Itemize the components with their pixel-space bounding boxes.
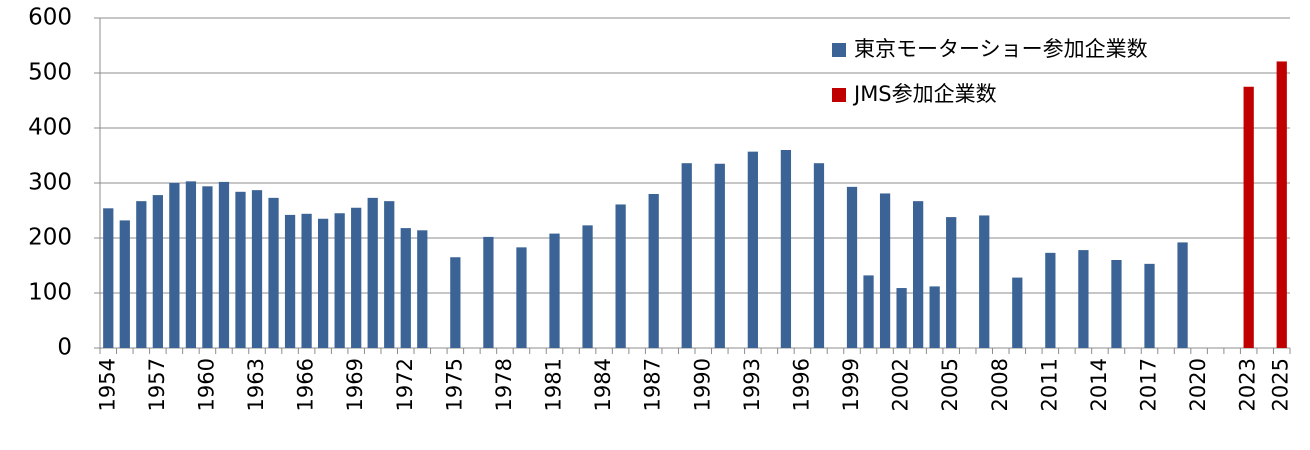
bar — [400, 228, 411, 348]
bar — [185, 181, 197, 348]
legend-swatch — [832, 88, 846, 102]
y-tick-label: 200 — [28, 225, 72, 251]
x-tick-label: 1954 — [95, 358, 119, 411]
x-tick-label: 2023 — [1236, 358, 1260, 411]
bar — [119, 220, 130, 348]
legend-label: JMS参加企業数 — [852, 82, 997, 106]
bar — [152, 195, 163, 348]
bar — [301, 213, 312, 348]
x-tick-label: 2005 — [938, 358, 962, 411]
bar — [714, 163, 725, 348]
bar — [863, 275, 874, 348]
bar — [879, 193, 891, 348]
bar — [169, 183, 180, 348]
bar — [780, 150, 792, 348]
bar — [318, 218, 329, 348]
bar — [334, 213, 345, 348]
x-tick-label: 1960 — [194, 358, 218, 411]
x-tick-label: 2008 — [988, 358, 1012, 411]
legend-swatch — [832, 43, 846, 57]
bar — [648, 194, 659, 348]
bar — [1045, 252, 1056, 348]
bar — [1177, 242, 1188, 348]
bar — [268, 197, 279, 348]
x-tick-label: 1969 — [343, 358, 367, 411]
bar — [946, 217, 957, 348]
bar — [615, 204, 626, 348]
bar — [202, 186, 213, 348]
x-tick-label: 1987 — [641, 358, 665, 411]
x-tick-label: 2017 — [1137, 358, 1161, 411]
bar — [813, 163, 825, 348]
bar — [896, 288, 907, 348]
bar — [1111, 260, 1122, 348]
x-tick-label: 2011 — [1037, 358, 1061, 411]
bar — [549, 233, 560, 348]
bar — [929, 286, 940, 348]
x-tick-label: 1999 — [839, 358, 863, 411]
y-tick-label: 600 — [28, 5, 72, 31]
x-tick-label: 1966 — [294, 358, 318, 411]
y-tick-label: 0 — [57, 335, 72, 361]
bar — [218, 181, 230, 348]
x-tick-label: 2014 — [1087, 358, 1111, 411]
bar — [1012, 277, 1023, 348]
bar — [103, 208, 114, 348]
bar — [136, 201, 147, 348]
bar — [251, 190, 263, 348]
y-tick-label: 400 — [28, 115, 72, 141]
x-tick-label: 1978 — [492, 358, 516, 411]
bar — [235, 191, 246, 348]
x-tick-label: 1957 — [145, 358, 169, 411]
bar — [516, 247, 527, 348]
bar — [1144, 263, 1155, 348]
bar — [1276, 61, 1287, 348]
bar — [1078, 250, 1089, 348]
bar — [747, 151, 758, 348]
x-tick-label: 1993 — [740, 358, 764, 411]
y-tick-label: 300 — [28, 170, 72, 196]
bar — [384, 201, 395, 348]
x-tick-label: 2020 — [1186, 358, 1210, 411]
x-tick-label: 1972 — [393, 358, 417, 411]
bar — [1243, 86, 1254, 348]
bar — [681, 163, 692, 348]
x-tick-label: 1963 — [244, 358, 268, 411]
bar — [483, 236, 494, 348]
x-tick-label: 1996 — [789, 358, 813, 411]
x-tick-label: 2025 — [1269, 358, 1293, 411]
x-tick-label: 2002 — [889, 358, 913, 411]
x-tick-label: 1990 — [690, 358, 714, 411]
bar — [913, 201, 924, 348]
legend-label: 東京モーターショー参加企業数 — [854, 37, 1148, 61]
x-tick-label: 1975 — [442, 358, 466, 411]
bar — [367, 197, 378, 348]
x-tick-label: 1984 — [591, 358, 615, 411]
bar — [979, 215, 990, 348]
bar — [351, 207, 362, 348]
bar — [582, 225, 593, 348]
bar — [846, 186, 858, 348]
bar — [284, 214, 296, 348]
y-tick-label: 100 — [28, 280, 72, 306]
y-tick-label: 500 — [28, 60, 72, 86]
x-tick-label: 1981 — [542, 358, 566, 411]
bar — [450, 257, 461, 348]
bar — [417, 230, 428, 348]
